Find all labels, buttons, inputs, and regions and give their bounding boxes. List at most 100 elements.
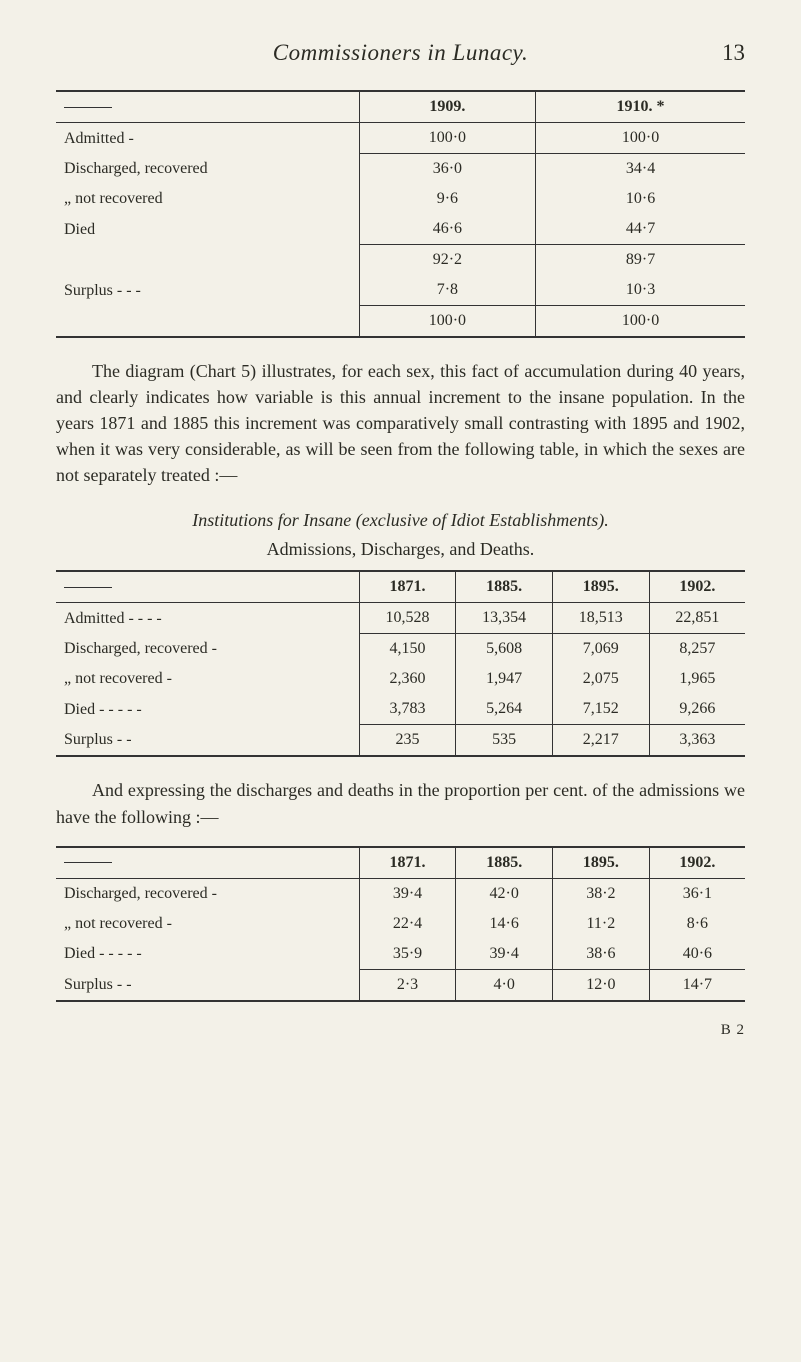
col-header: 1885. bbox=[456, 847, 553, 879]
col-header: 1910. * bbox=[536, 91, 745, 123]
table-admissions: 1871. 1885. 1895. 1902. Admitted - - - -… bbox=[56, 570, 745, 757]
cell: 39·4 bbox=[359, 878, 456, 909]
row-label: Surplus - - bbox=[56, 725, 359, 757]
cell: 5,264 bbox=[456, 694, 553, 725]
cell: 1,965 bbox=[649, 664, 745, 694]
cell: 10·3 bbox=[536, 275, 745, 306]
table-row: Admitted - 100·0 100·0 bbox=[56, 123, 745, 154]
cell: 14·6 bbox=[456, 909, 553, 939]
table-row: 100·0 100·0 bbox=[56, 306, 745, 338]
cell: 8·6 bbox=[649, 909, 745, 939]
table-bottom-rule bbox=[56, 337, 745, 338]
row-label: „ not recovered - bbox=[56, 664, 359, 694]
table-percent: 1871. 1885. 1895. 1902. Discharged, reco… bbox=[56, 846, 745, 1002]
row-label: Surplus - - bbox=[56, 969, 359, 1001]
table-header-blank bbox=[56, 571, 359, 603]
cell: 100·0 bbox=[359, 306, 535, 338]
running-head: Commissioners in Lunacy. 13 bbox=[56, 40, 745, 66]
cell: 42·0 bbox=[456, 878, 553, 909]
signature-mark: B 2 bbox=[56, 1022, 745, 1039]
cell: 14·7 bbox=[649, 969, 745, 1001]
cell: 34·4 bbox=[536, 154, 745, 185]
table-bottom-rule bbox=[56, 756, 745, 757]
row-label: Admitted - - - - bbox=[56, 603, 359, 634]
cell: 38·6 bbox=[553, 939, 650, 970]
row-label: „ not recovered - bbox=[56, 909, 359, 939]
table-row: „ not recovered - 22·4 14·6 11·2 8·6 bbox=[56, 909, 745, 939]
cell: 4,150 bbox=[359, 634, 456, 665]
table-1909-1910: 1909. 1910. * Admitted - 100·0 100·0 Dis… bbox=[56, 90, 745, 338]
cell: 36·1 bbox=[649, 878, 745, 909]
table-header-row: 1871. 1885. 1895. 1902. bbox=[56, 571, 745, 603]
row-label: Discharged, recovered - bbox=[56, 634, 359, 665]
cell: 39·4 bbox=[456, 939, 553, 970]
row-label: Discharged, recovered bbox=[56, 154, 359, 185]
row-label bbox=[56, 306, 359, 338]
table-row: „ not recovered - 2,360 1,947 2,075 1,96… bbox=[56, 664, 745, 694]
cell: 7,152 bbox=[552, 694, 649, 725]
cell: 40·6 bbox=[649, 939, 745, 970]
table-header-row: 1909. 1910. * bbox=[56, 91, 745, 123]
page: Commissioners in Lunacy. 13 1909. 1910. … bbox=[0, 0, 801, 1099]
cell: 11·2 bbox=[553, 909, 650, 939]
cell: 2,075 bbox=[552, 664, 649, 694]
cell: 92·2 bbox=[359, 245, 535, 276]
table-row: Died - - - - - 35·9 39·4 38·6 40·6 bbox=[56, 939, 745, 970]
cell: 18,513 bbox=[552, 603, 649, 634]
col-header: 1895. bbox=[552, 571, 649, 603]
cell: 7,069 bbox=[552, 634, 649, 665]
cell: 44·7 bbox=[536, 214, 745, 245]
cell: 535 bbox=[456, 725, 553, 757]
row-label: Died - - - - - bbox=[56, 939, 359, 970]
row-label: Died - - - - - bbox=[56, 694, 359, 725]
table-bottom-rule bbox=[56, 1001, 745, 1002]
cell: 46·6 bbox=[359, 214, 535, 245]
cell: 3,363 bbox=[649, 725, 745, 757]
table-row: Died 46·6 44·7 bbox=[56, 214, 745, 245]
cell: 2,217 bbox=[552, 725, 649, 757]
table-header-row: 1871. 1885. 1895. 1902. bbox=[56, 847, 745, 879]
row-label: Admitted - bbox=[56, 123, 359, 154]
cell: 10,528 bbox=[359, 603, 456, 634]
table-row: Discharged, recovered - 39·4 42·0 38·2 3… bbox=[56, 878, 745, 909]
row-label: Died bbox=[56, 214, 359, 245]
cell: 12·0 bbox=[553, 969, 650, 1001]
cell: 13,354 bbox=[456, 603, 553, 634]
cell: 10·6 bbox=[536, 184, 745, 214]
table-row: Surplus - - 2·3 4·0 12·0 14·7 bbox=[56, 969, 745, 1001]
table-row: Admitted - - - - 10,528 13,354 18,513 22… bbox=[56, 603, 745, 634]
cell: 3,783 bbox=[359, 694, 456, 725]
col-header: 1902. bbox=[649, 847, 745, 879]
table-row: Discharged, recovered 36·0 34·4 bbox=[56, 154, 745, 185]
row-label: „ not recovered bbox=[56, 184, 359, 214]
col-header: 1871. bbox=[359, 847, 456, 879]
row-label bbox=[56, 245, 359, 276]
cell: 2,360 bbox=[359, 664, 456, 694]
subheading-admissions: Admissions, Discharges, and Deaths. bbox=[56, 539, 745, 560]
cell: 100·0 bbox=[359, 123, 535, 154]
cell: 5,608 bbox=[456, 634, 553, 665]
cell: 2·3 bbox=[359, 969, 456, 1001]
cell: 38·2 bbox=[553, 878, 650, 909]
table-row: Died - - - - - 3,783 5,264 7,152 9,266 bbox=[56, 694, 745, 725]
cell: 22·4 bbox=[359, 909, 456, 939]
cell: 9·6 bbox=[359, 184, 535, 214]
subheading-institutions: Institutions for Insane (exclusive of Id… bbox=[56, 510, 745, 531]
cell: 1,947 bbox=[456, 664, 553, 694]
table-row: Surplus - - 235 535 2,217 3,363 bbox=[56, 725, 745, 757]
col-header: 1885. bbox=[456, 571, 553, 603]
col-header: 1895. bbox=[553, 847, 650, 879]
cell: 7·8 bbox=[359, 275, 535, 306]
cell: 36·0 bbox=[359, 154, 535, 185]
row-label: Discharged, recovered - bbox=[56, 878, 359, 909]
table-header-blank bbox=[56, 91, 359, 123]
row-label: Surplus - - - bbox=[56, 275, 359, 306]
table-row: 92·2 89·7 bbox=[56, 245, 745, 276]
table-row: Discharged, recovered - 4,150 5,608 7,06… bbox=[56, 634, 745, 665]
cell: 22,851 bbox=[649, 603, 745, 634]
paragraph-2: And expressing the discharges and deaths… bbox=[56, 777, 745, 829]
table-row: Surplus - - - 7·8 10·3 bbox=[56, 275, 745, 306]
cell: 9,266 bbox=[649, 694, 745, 725]
table-row: „ not recovered 9·6 10·6 bbox=[56, 184, 745, 214]
col-header: 1902. bbox=[649, 571, 745, 603]
